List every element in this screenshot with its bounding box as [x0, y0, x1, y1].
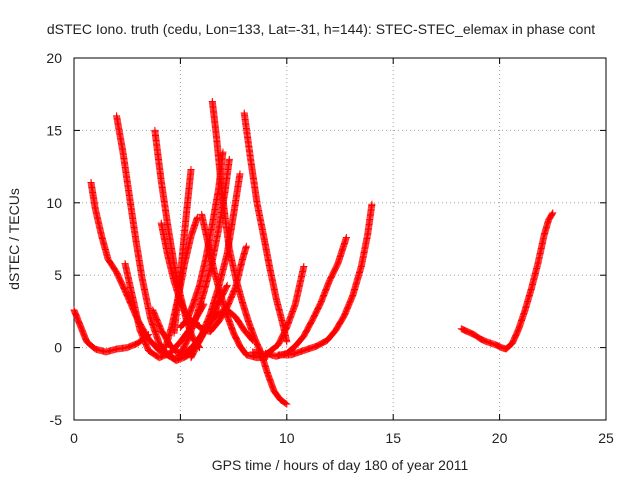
data-point [187, 165, 195, 173]
y-tick-label: 0 [54, 340, 62, 356]
y-tick-label: -5 [50, 412, 63, 428]
data-point [223, 282, 231, 290]
data-point [283, 400, 291, 408]
plot-border [73, 57, 607, 421]
data-series [170, 165, 195, 337]
data-point [549, 209, 557, 217]
data-series [274, 200, 376, 359]
data-series [457, 209, 557, 353]
data-point [548, 210, 556, 218]
data-point [225, 155, 233, 163]
data-point [342, 234, 350, 242]
y-tick-label: 5 [54, 267, 62, 283]
data-point [236, 170, 244, 178]
grid [74, 58, 606, 420]
x-axis-label: GPS time / hours of day 180 of year 2011 [212, 457, 469, 473]
axis-ticks: 0 5 10 15 20 25 -5 0 5 10 15 20 [46, 50, 614, 446]
data-point [368, 200, 376, 208]
data-point [300, 263, 308, 271]
data-point [242, 242, 250, 250]
x-tick-label: 20 [492, 430, 508, 446]
y-tick-label: 15 [46, 122, 62, 138]
x-tick-label: 25 [598, 430, 614, 446]
x-tick-label: 15 [385, 430, 401, 446]
data-series [240, 109, 291, 346]
data-marks [70, 97, 557, 408]
x-tick-label: 5 [177, 430, 185, 446]
y-tick-label: 10 [46, 195, 62, 211]
chart-title: dSTEC Iono. truth (cedu, Lon=133, Lat=-3… [47, 21, 595, 37]
y-axis-label: dSTEC / TECUs [6, 188, 22, 290]
data-series [249, 263, 308, 359]
data-series [198, 210, 272, 362]
x-tick-label: 0 [70, 430, 78, 446]
data-series [113, 112, 231, 365]
data-point [223, 281, 231, 289]
data-point [283, 338, 291, 346]
y-tick-label: 20 [46, 50, 62, 66]
x-tick-label: 10 [279, 430, 295, 446]
data-point [282, 399, 290, 407]
